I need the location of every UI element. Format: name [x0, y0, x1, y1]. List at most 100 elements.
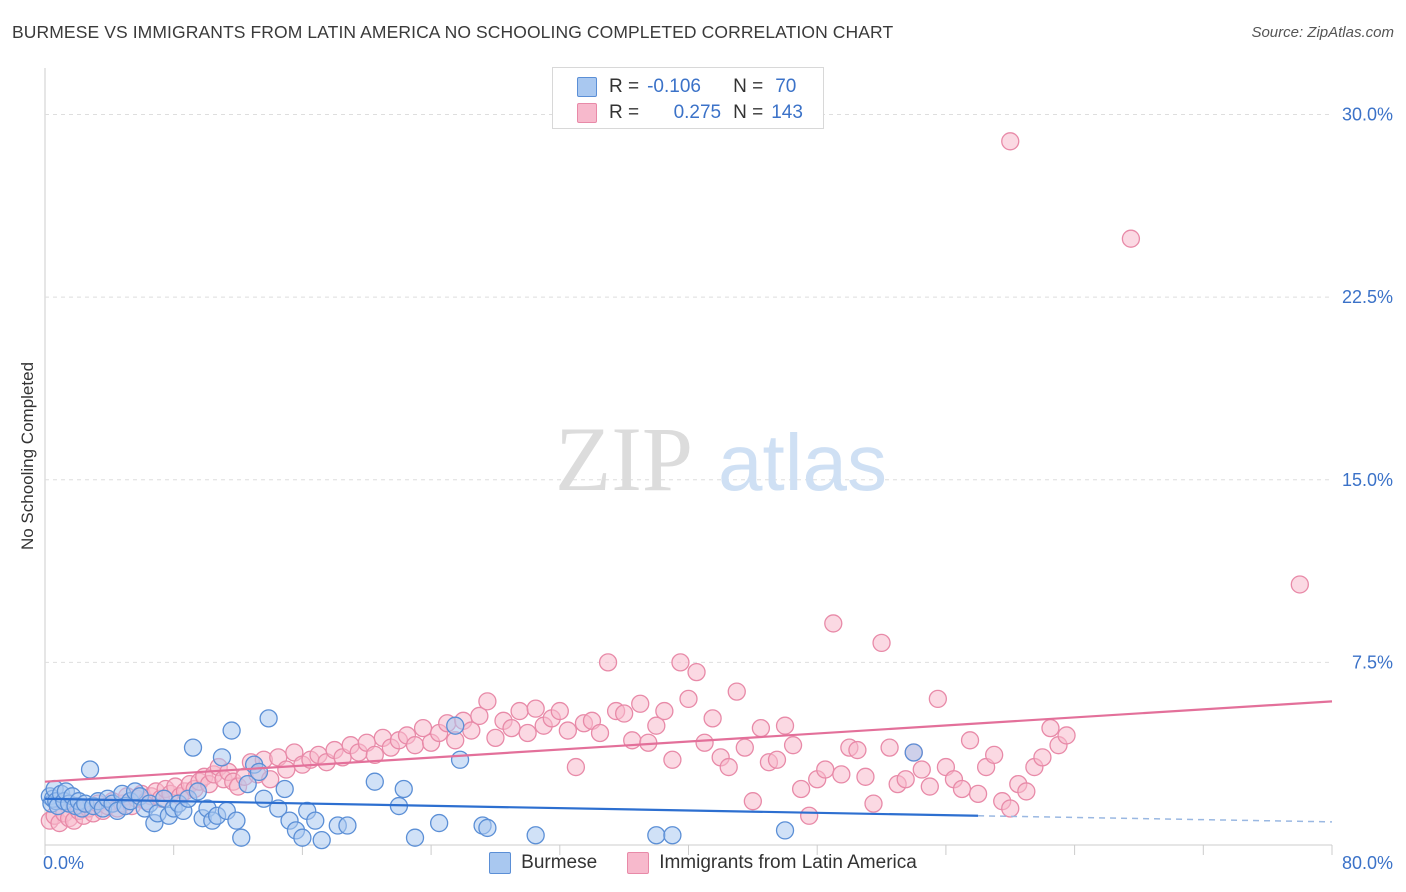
point-immigrants	[1001, 799, 1020, 818]
point-immigrants	[952, 779, 972, 799]
point-immigrants	[695, 733, 714, 752]
point-immigrants	[277, 760, 296, 779]
point-immigrants	[1033, 748, 1052, 767]
point-immigrants	[631, 694, 650, 713]
point-burmese	[254, 789, 273, 808]
point-burmese	[306, 811, 325, 830]
point-immigrants	[832, 765, 851, 784]
legend-r-label: R =	[609, 76, 640, 97]
point-immigrants	[526, 699, 545, 718]
point-burmese	[275, 779, 294, 799]
point-immigrants	[1017, 782, 1036, 801]
legend-r-burmese: -0.106	[647, 76, 701, 97]
point-immigrants	[647, 716, 666, 735]
point-immigrants	[502, 718, 521, 738]
point-immigrants	[510, 701, 529, 721]
point-burmese	[429, 813, 449, 833]
point-immigrants	[663, 750, 682, 769]
point-burmese	[80, 760, 100, 779]
point-immigrants	[824, 614, 843, 633]
point-immigrants	[743, 792, 762, 811]
point-immigrants	[470, 706, 489, 726]
trend-line-immigrants	[44, 700, 1333, 783]
point-burmese	[478, 818, 497, 838]
point-burmese	[526, 826, 545, 845]
watermark-zip: ZIP	[555, 408, 693, 510]
trend-extension-burmese	[978, 815, 1333, 823]
point-immigrants	[896, 770, 915, 789]
legend-stats: R = -0.106 N = 70 R = 0.275 N = 143	[552, 67, 824, 129]
legend-n-label: N =	[733, 102, 764, 123]
legend-label-burmese: Burmese	[521, 852, 598, 873]
point-burmese	[259, 709, 278, 728]
legend-n-immigrants: 143	[771, 102, 803, 123]
point-immigrants	[1001, 132, 1020, 151]
point-immigrants	[968, 784, 988, 804]
point-burmese	[647, 826, 666, 845]
point-immigrants	[960, 731, 980, 750]
point-immigrants	[856, 767, 875, 786]
x-tick-label: 0.0%	[43, 853, 84, 873]
point-immigrants	[848, 740, 867, 760]
point-immigrants	[816, 760, 835, 779]
point-burmese	[293, 828, 312, 847]
legend-label-immigrants: Immigrants from Latin America	[659, 852, 917, 873]
point-immigrants	[687, 662, 706, 682]
point-immigrants	[558, 721, 577, 740]
source-label: Source: ZipAtlas.com	[1251, 24, 1394, 41]
point-burmese	[238, 774, 257, 794]
point-burmese	[222, 721, 241, 740]
trend-line-burmese	[44, 797, 979, 817]
point-immigrants	[985, 745, 1004, 765]
point-burmese	[663, 826, 682, 845]
point-immigrants	[912, 760, 931, 779]
point-immigrants	[775, 716, 795, 735]
series-burmese-points	[40, 709, 923, 850]
point-immigrants	[518, 723, 537, 743]
legend-swatch-burmese	[489, 852, 512, 874]
point-immigrants	[880, 738, 899, 757]
y-tick-labels: 7.5% 15.0% 22.5% 30.0%	[1342, 105, 1393, 673]
point-burmese	[775, 821, 795, 840]
point-immigrants	[727, 682, 746, 701]
point-burmese	[249, 762, 269, 782]
point-immigrants	[365, 745, 384, 765]
legend-row-burmese: R = -0.106 N = 70	[577, 75, 796, 99]
series-legend: Burmese Immigrants from Latin America	[0, 852, 1406, 874]
x-tick-label: 80.0%	[1342, 853, 1393, 873]
point-immigrants	[703, 709, 722, 728]
y-tick-label: 15.0%	[1342, 470, 1393, 490]
legend-swatch-burmese	[577, 77, 597, 97]
legend-r-label: R =	[609, 102, 640, 123]
watermark-atlas: atlas	[718, 418, 887, 507]
point-immigrants	[791, 779, 811, 799]
y-tick-label: 30.0%	[1342, 105, 1393, 125]
point-immigrants	[486, 728, 505, 748]
watermark: ZIP atlas	[555, 408, 887, 510]
point-immigrants	[550, 701, 569, 721]
y-tick-label: 7.5%	[1352, 652, 1393, 672]
legend-item-burmese: Burmese	[489, 852, 597, 874]
point-immigrants	[405, 736, 425, 755]
point-burmese	[232, 828, 251, 847]
point-immigrants	[767, 750, 787, 769]
legend-r-immigrants: 0.275	[673, 102, 722, 123]
legend-item-immigrants: Immigrants from Latin America	[627, 852, 917, 874]
chart-title: BURMESE VS IMMIGRANTS FROM LATIN AMERICA…	[12, 22, 894, 42]
point-immigrants	[1290, 575, 1309, 594]
legend-swatch-immigrants	[627, 852, 650, 874]
point-immigrants	[671, 653, 690, 672]
point-burmese	[904, 743, 923, 762]
trend-lines	[44, 700, 1333, 823]
point-immigrants	[735, 738, 754, 757]
y-tick-label: 22.5%	[1342, 287, 1393, 307]
point-immigrants	[928, 689, 948, 709]
point-burmese	[446, 716, 465, 735]
point-immigrants	[655, 701, 674, 721]
legend-row-immigrants: R = 0.275 N = 143	[577, 101, 803, 125]
point-immigrants	[615, 704, 634, 723]
point-burmese	[338, 816, 357, 835]
point-immigrants	[872, 633, 891, 653]
point-burmese	[365, 772, 384, 791]
